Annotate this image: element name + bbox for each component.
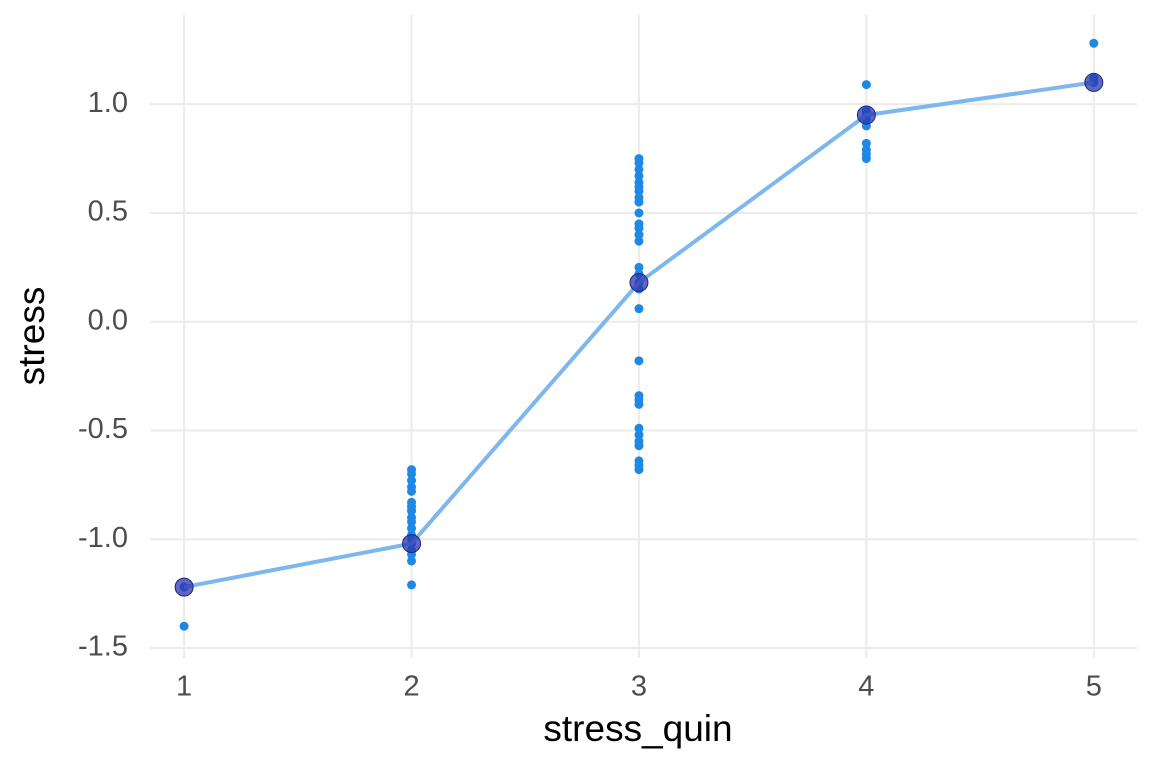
y-tick-label: -0.5 bbox=[78, 413, 128, 445]
point bbox=[634, 423, 644, 433]
point bbox=[407, 523, 417, 533]
point bbox=[634, 304, 644, 314]
point bbox=[634, 171, 644, 181]
point bbox=[634, 262, 644, 272]
point bbox=[407, 517, 417, 527]
mean-point bbox=[629, 273, 649, 293]
x-tick-label: 2 bbox=[403, 671, 419, 703]
point bbox=[634, 164, 644, 174]
mean-point bbox=[174, 577, 194, 597]
point bbox=[407, 556, 417, 566]
point bbox=[861, 80, 871, 90]
point bbox=[634, 465, 644, 475]
point bbox=[634, 399, 644, 409]
point bbox=[634, 236, 644, 246]
point bbox=[1089, 38, 1099, 48]
x-tick-label: 1 bbox=[176, 671, 192, 703]
point bbox=[179, 621, 189, 631]
y-tick-label: -1.5 bbox=[78, 631, 128, 663]
y-tick-label: 0.0 bbox=[88, 304, 128, 336]
x-tick-label: 5 bbox=[1086, 671, 1102, 703]
x-tick-label: 4 bbox=[858, 671, 874, 703]
point bbox=[407, 476, 417, 486]
point bbox=[634, 208, 644, 218]
mean-point bbox=[1084, 72, 1104, 92]
point bbox=[861, 154, 871, 164]
point bbox=[634, 197, 644, 207]
point bbox=[634, 230, 644, 240]
point bbox=[407, 506, 417, 516]
x-tick-label: 3 bbox=[631, 671, 647, 703]
point bbox=[634, 186, 644, 196]
point bbox=[407, 469, 417, 479]
mean-point bbox=[856, 105, 876, 125]
point bbox=[861, 138, 871, 148]
y-tick-label: 0.5 bbox=[88, 196, 128, 228]
y-axis-title: stress bbox=[11, 287, 52, 386]
x-axis-title: stress_quin bbox=[543, 708, 732, 749]
mean-point bbox=[402, 534, 422, 554]
point bbox=[407, 580, 417, 590]
y-tick-label: -1.0 bbox=[78, 522, 128, 554]
point bbox=[634, 356, 644, 366]
point bbox=[634, 441, 644, 451]
point bbox=[634, 223, 644, 233]
point bbox=[634, 430, 644, 440]
y-tick-label: 1.0 bbox=[88, 87, 128, 119]
point bbox=[634, 158, 644, 168]
point bbox=[407, 486, 417, 496]
